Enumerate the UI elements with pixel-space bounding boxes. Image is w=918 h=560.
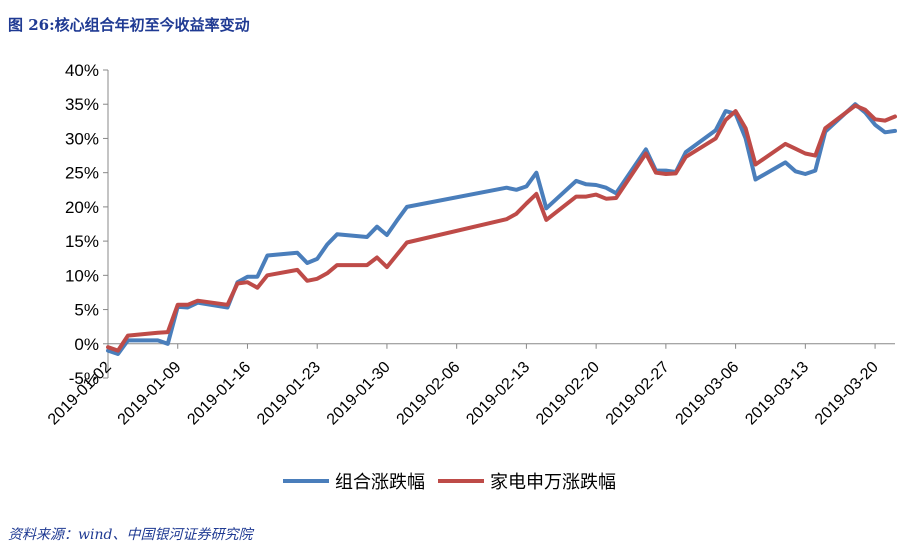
x-tick-label: 2019-01-23 (254, 359, 324, 429)
legend: 组合涨跌幅 家电申万涨跌幅 (283, 472, 616, 493)
figure-title: 图 26:核心组合年初至今收益率变动 (8, 16, 250, 34)
x-tick-label: 2019-01-16 (184, 359, 254, 429)
y-tick-label: 10% (65, 266, 99, 285)
y-tick-label: 0% (74, 335, 99, 354)
x-tick-label: 2019-02-06 (394, 359, 464, 429)
x-tick-label: 2019-03-13 (742, 359, 812, 429)
x-tick-label: 2019-03-20 (812, 359, 882, 429)
y-tick-label: 20% (65, 198, 99, 217)
x-tick-label: 2019-03-06 (673, 359, 743, 429)
x-tick-label: 2019-01-09 (115, 359, 185, 429)
legend-label: 组合涨跌幅 (335, 472, 425, 493)
legend-label: 家电申万涨跌幅 (490, 472, 616, 493)
x-tick-label: 2019-02-20 (533, 359, 603, 429)
x-axis-ticks: 2019-01-02 2019-01-09 2019-01-16 2019-01-23… (45, 343, 882, 429)
series-line (106, 102, 897, 356)
series-lines (106, 102, 897, 356)
y-tick-label: 30% (65, 129, 99, 148)
source-note: 资料来源：wind、中国银河证券研究院 (8, 527, 253, 543)
y-tick-label: 40% (65, 61, 99, 80)
y-tick-label: 25% (65, 164, 99, 183)
y-axis-ticks: -5% 0% 5% 10% 15% 20% 25% 30% 35% 40% (65, 61, 108, 388)
series-line (106, 103, 897, 353)
chart-axes (107, 70, 895, 378)
x-tick-label: 2019-01-30 (324, 359, 394, 429)
y-tick-label: 15% (65, 232, 99, 251)
y-tick-label: 35% (65, 95, 99, 114)
y-tick-label: 5% (74, 301, 99, 320)
y-tick-label: -5% (69, 369, 99, 388)
x-tick-label: 2019-02-27 (603, 359, 673, 429)
x-tick-label: 2019-02-13 (463, 359, 533, 429)
